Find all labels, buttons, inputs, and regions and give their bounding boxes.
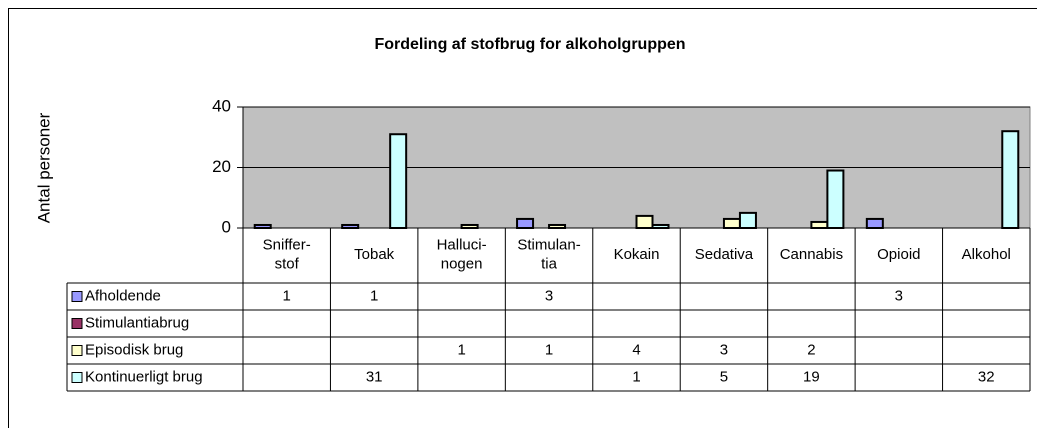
x-tick-label: Tobak [354, 246, 395, 263]
table-value: 31 [366, 368, 383, 385]
legend-label: Episodisk brug [85, 341, 183, 358]
chart-title: Fordeling af stofbrug for alkoholgruppen [374, 36, 685, 53]
bar [460, 223, 479, 230]
legend-label: Kontinuerligt brug [85, 368, 203, 385]
table-value: 4 [632, 341, 640, 358]
bar [651, 223, 670, 230]
bar [810, 220, 829, 229]
table-value: 3 [895, 287, 903, 304]
x-tick-label: Kokain [614, 246, 660, 263]
legend-swatch [71, 345, 83, 356]
legend-label: Stimulantiabrug [85, 314, 189, 331]
x-tick-label: Halluci-nogen [437, 236, 487, 272]
bar [865, 217, 884, 230]
table-value: 2 [807, 341, 815, 358]
x-tick-label: Cannabis [780, 246, 843, 263]
table-value: 1 [370, 287, 378, 304]
y-tick-label: 40 [212, 96, 231, 115]
bar [635, 214, 654, 229]
bar [738, 211, 757, 229]
bar [253, 223, 272, 230]
bar [516, 217, 535, 230]
table-value: 1 [457, 341, 465, 358]
legend-swatch [71, 318, 83, 329]
y-axis-label: Antal personer [34, 112, 53, 223]
bar [341, 223, 360, 230]
bar [389, 133, 408, 230]
bar [548, 223, 567, 230]
legend-swatch [71, 372, 83, 383]
bar [1001, 130, 1020, 229]
x-tick-label: Sedativa [695, 246, 754, 263]
table-value: 5 [720, 368, 728, 385]
y-tick-label: 0 [222, 217, 231, 236]
table-value: 1 [283, 287, 291, 304]
legend-label: Afholdende [85, 287, 161, 304]
x-tick-label: Sniffer-stof [263, 236, 311, 272]
table-value: 1 [545, 341, 553, 358]
x-tick-label: Stimulan-tia [517, 236, 580, 272]
table-value: 19 [803, 368, 820, 385]
table-value: 32 [978, 368, 995, 385]
bar [826, 169, 845, 229]
table-value: 3 [545, 287, 553, 304]
table-value: 3 [720, 341, 728, 358]
x-tick-label: Opioid [877, 246, 920, 263]
bar [722, 217, 741, 230]
x-tick-label: Alkohol [962, 246, 1011, 263]
y-tick-label: 20 [212, 157, 231, 176]
table-value: 1 [632, 368, 640, 385]
legend-swatch [71, 291, 83, 302]
